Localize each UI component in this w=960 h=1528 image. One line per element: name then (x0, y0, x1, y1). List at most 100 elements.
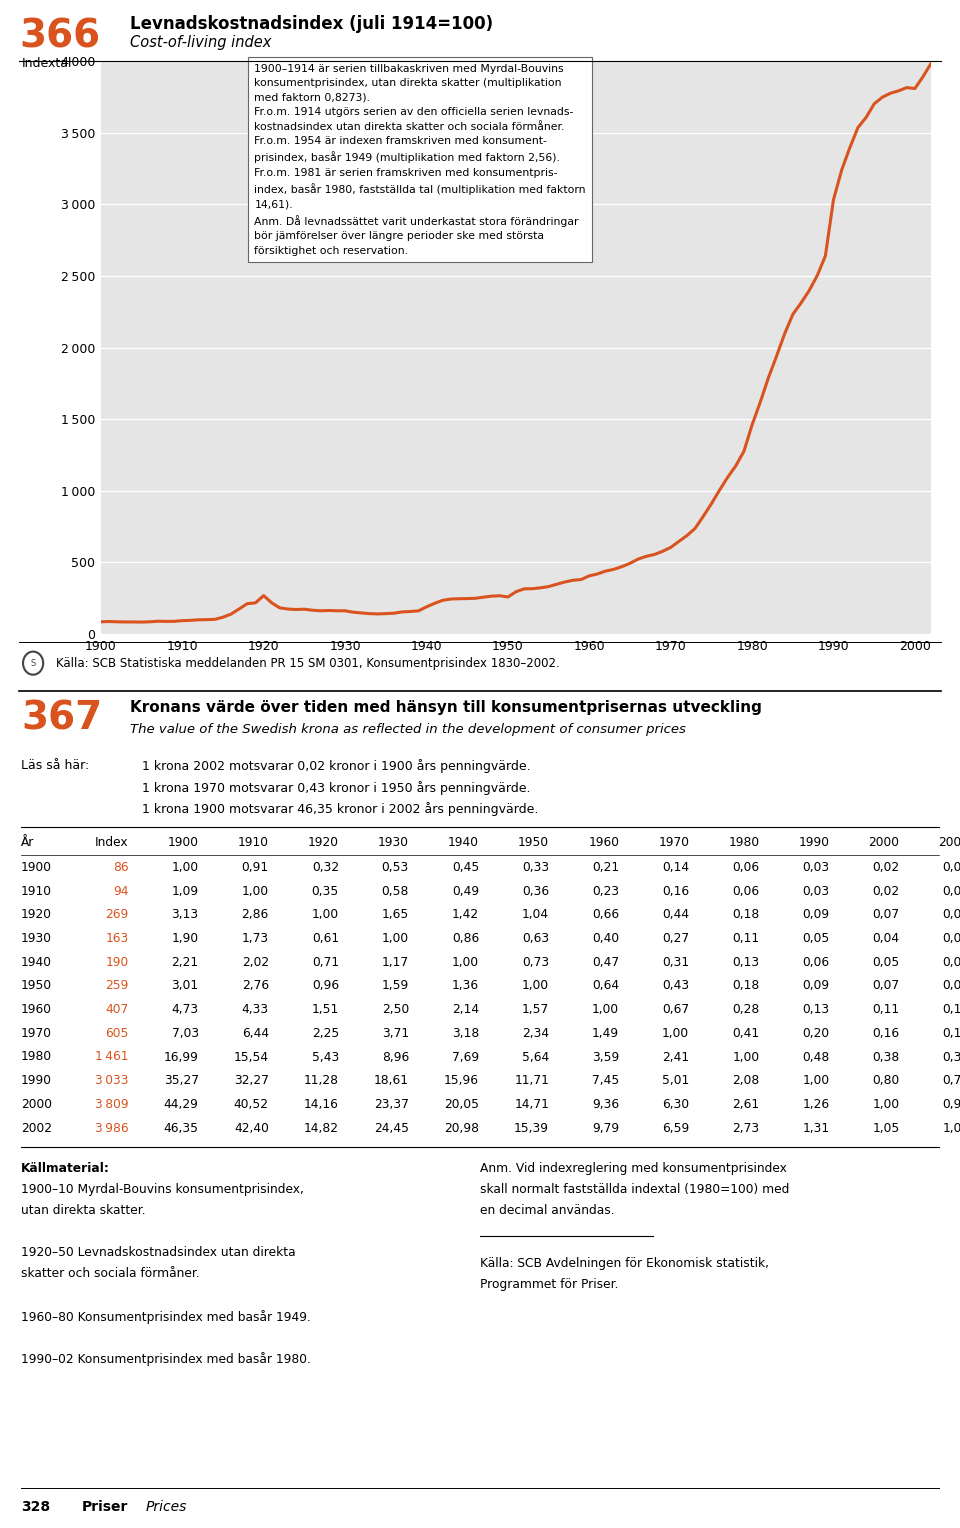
Text: 0,32: 0,32 (312, 862, 339, 874)
Text: 1,26: 1,26 (803, 1097, 829, 1111)
Text: 0,48: 0,48 (803, 1051, 829, 1063)
Text: 0,63: 0,63 (522, 932, 549, 946)
Text: 0,23: 0,23 (592, 885, 619, 898)
Text: 0,45: 0,45 (452, 862, 479, 874)
Text: 0,14: 0,14 (662, 862, 689, 874)
Text: 1,00: 1,00 (662, 1027, 689, 1041)
Text: Cost-of-living index: Cost-of-living index (130, 35, 271, 50)
Text: 0,07: 0,07 (873, 979, 900, 993)
Text: 14,16: 14,16 (304, 1097, 339, 1111)
Text: 1,36: 1,36 (452, 979, 479, 993)
Text: 0,71: 0,71 (312, 957, 339, 969)
Text: 0,53: 0,53 (382, 862, 409, 874)
Text: 0,02: 0,02 (943, 885, 960, 898)
Text: en decimal användas.: en decimal användas. (480, 1204, 614, 1218)
Text: 0,64: 0,64 (592, 979, 619, 993)
Text: 3 809: 3 809 (95, 1097, 129, 1111)
Text: 0,02: 0,02 (943, 862, 960, 874)
Text: 1990: 1990 (21, 1074, 52, 1088)
Text: 1 krona 1900 motsvarar 46,35 kronor i 2002 års penningvärde.: 1 krona 1900 motsvarar 46,35 kronor i 20… (142, 802, 539, 816)
Text: 1990: 1990 (799, 836, 829, 850)
Text: 0,16: 0,16 (662, 885, 689, 898)
Text: 0,44: 0,44 (662, 908, 689, 921)
Text: 1,00: 1,00 (242, 885, 269, 898)
Text: 0,80: 0,80 (873, 1074, 900, 1088)
Text: 3 033: 3 033 (95, 1074, 129, 1088)
Text: 0,33: 0,33 (522, 862, 549, 874)
Text: 2002: 2002 (939, 836, 960, 850)
Text: 1,57: 1,57 (522, 1002, 549, 1016)
Text: 2,50: 2,50 (382, 1002, 409, 1016)
Text: 1,51: 1,51 (312, 1002, 339, 1016)
Text: 1,00: 1,00 (452, 957, 479, 969)
Text: 1,04: 1,04 (522, 908, 549, 921)
Text: 1950: 1950 (21, 979, 52, 993)
Text: 1950: 1950 (518, 836, 549, 850)
Text: Anm. Vid indexreglering med konsumentprisindex: Anm. Vid indexreglering med konsumentpri… (480, 1161, 787, 1175)
Text: utan direkta skatter.: utan direkta skatter. (21, 1204, 146, 1218)
Text: Kronans värde över tiden med hänsyn till konsumentprisernas utveckling: Kronans värde över tiden med hänsyn till… (130, 700, 761, 715)
Text: 1960: 1960 (21, 1002, 52, 1016)
Text: 2,41: 2,41 (662, 1051, 689, 1063)
Text: 0,31: 0,31 (662, 957, 689, 969)
Text: Levnadskostnadsindex (juli 1914=100): Levnadskostnadsindex (juli 1914=100) (130, 15, 492, 34)
Text: The value of the Swedish krona as reflected in the development of consumer price: The value of the Swedish krona as reflec… (130, 723, 685, 736)
Text: 259: 259 (106, 979, 129, 993)
Text: 1930: 1930 (21, 932, 52, 946)
Text: 0,07: 0,07 (873, 908, 900, 921)
Text: Index: Index (95, 836, 129, 850)
Text: 163: 163 (106, 932, 129, 946)
Text: 1,00: 1,00 (873, 1097, 900, 1111)
Text: 42,40: 42,40 (234, 1122, 269, 1135)
Text: Källa: SCB Statistiska meddelanden PR 15 SM 0301, Konsumentprisindex 1830–2002.: Källa: SCB Statistiska meddelanden PR 15… (56, 657, 560, 669)
Text: 24,45: 24,45 (374, 1122, 409, 1135)
Text: 2,25: 2,25 (312, 1027, 339, 1041)
Text: 2,61: 2,61 (732, 1097, 759, 1111)
Text: 0,15: 0,15 (943, 1027, 960, 1041)
Text: 0,05: 0,05 (943, 957, 960, 969)
Text: 0,03: 0,03 (803, 885, 829, 898)
Text: 1940: 1940 (21, 957, 52, 969)
Text: 7,45: 7,45 (592, 1074, 619, 1088)
Text: 1920: 1920 (21, 908, 52, 921)
Text: 0,76: 0,76 (943, 1074, 960, 1088)
Text: 1900: 1900 (168, 836, 199, 850)
Text: 1930: 1930 (378, 836, 409, 850)
Text: 14,82: 14,82 (304, 1122, 339, 1135)
Text: 11,71: 11,71 (515, 1074, 549, 1088)
Text: 0,06: 0,06 (943, 979, 960, 993)
Text: 1,73: 1,73 (242, 932, 269, 946)
Text: 5,43: 5,43 (312, 1051, 339, 1063)
Text: 1,09: 1,09 (172, 885, 199, 898)
Text: 1,00: 1,00 (943, 1122, 960, 1135)
Text: 1900–1914 är serien tillbakaskriven med Myrdal-Bouvins
konsumentprisindex, utan : 1900–1914 är serien tillbakaskriven med … (254, 64, 586, 255)
Text: 3,01: 3,01 (172, 979, 199, 993)
Text: 1960–80 Konsumentprisindex med basår 1949.: 1960–80 Konsumentprisindex med basår 194… (21, 1309, 311, 1323)
Text: 0,16: 0,16 (873, 1027, 900, 1041)
Text: 1,90: 1,90 (172, 932, 199, 946)
Text: 1,00: 1,00 (522, 979, 549, 993)
Text: 14,71: 14,71 (515, 1097, 549, 1111)
Text: 46,35: 46,35 (164, 1122, 199, 1135)
Text: 1,31: 1,31 (803, 1122, 829, 1135)
Text: 0,06: 0,06 (732, 862, 759, 874)
Text: 9,36: 9,36 (592, 1097, 619, 1111)
Text: 0,35: 0,35 (312, 885, 339, 898)
Text: 1,00: 1,00 (172, 862, 199, 874)
Text: 0,13: 0,13 (803, 1002, 829, 1016)
Text: 32,27: 32,27 (234, 1074, 269, 1088)
Text: 0,73: 0,73 (522, 957, 549, 969)
Text: 0,49: 0,49 (452, 885, 479, 898)
Text: 2,34: 2,34 (522, 1027, 549, 1041)
Text: 5,64: 5,64 (522, 1051, 549, 1063)
Text: 1980: 1980 (21, 1051, 52, 1063)
Text: 1,05: 1,05 (873, 1122, 900, 1135)
Text: skall normalt fastställda indextal (1980=100) med: skall normalt fastställda indextal (1980… (480, 1183, 789, 1196)
Text: 2002: 2002 (21, 1122, 52, 1135)
Text: 605: 605 (106, 1027, 129, 1041)
Text: 0,66: 0,66 (592, 908, 619, 921)
Text: 0,18: 0,18 (732, 908, 759, 921)
Text: Prices: Prices (146, 1500, 187, 1514)
Text: 1,65: 1,65 (382, 908, 409, 921)
Text: 1910: 1910 (238, 836, 269, 850)
